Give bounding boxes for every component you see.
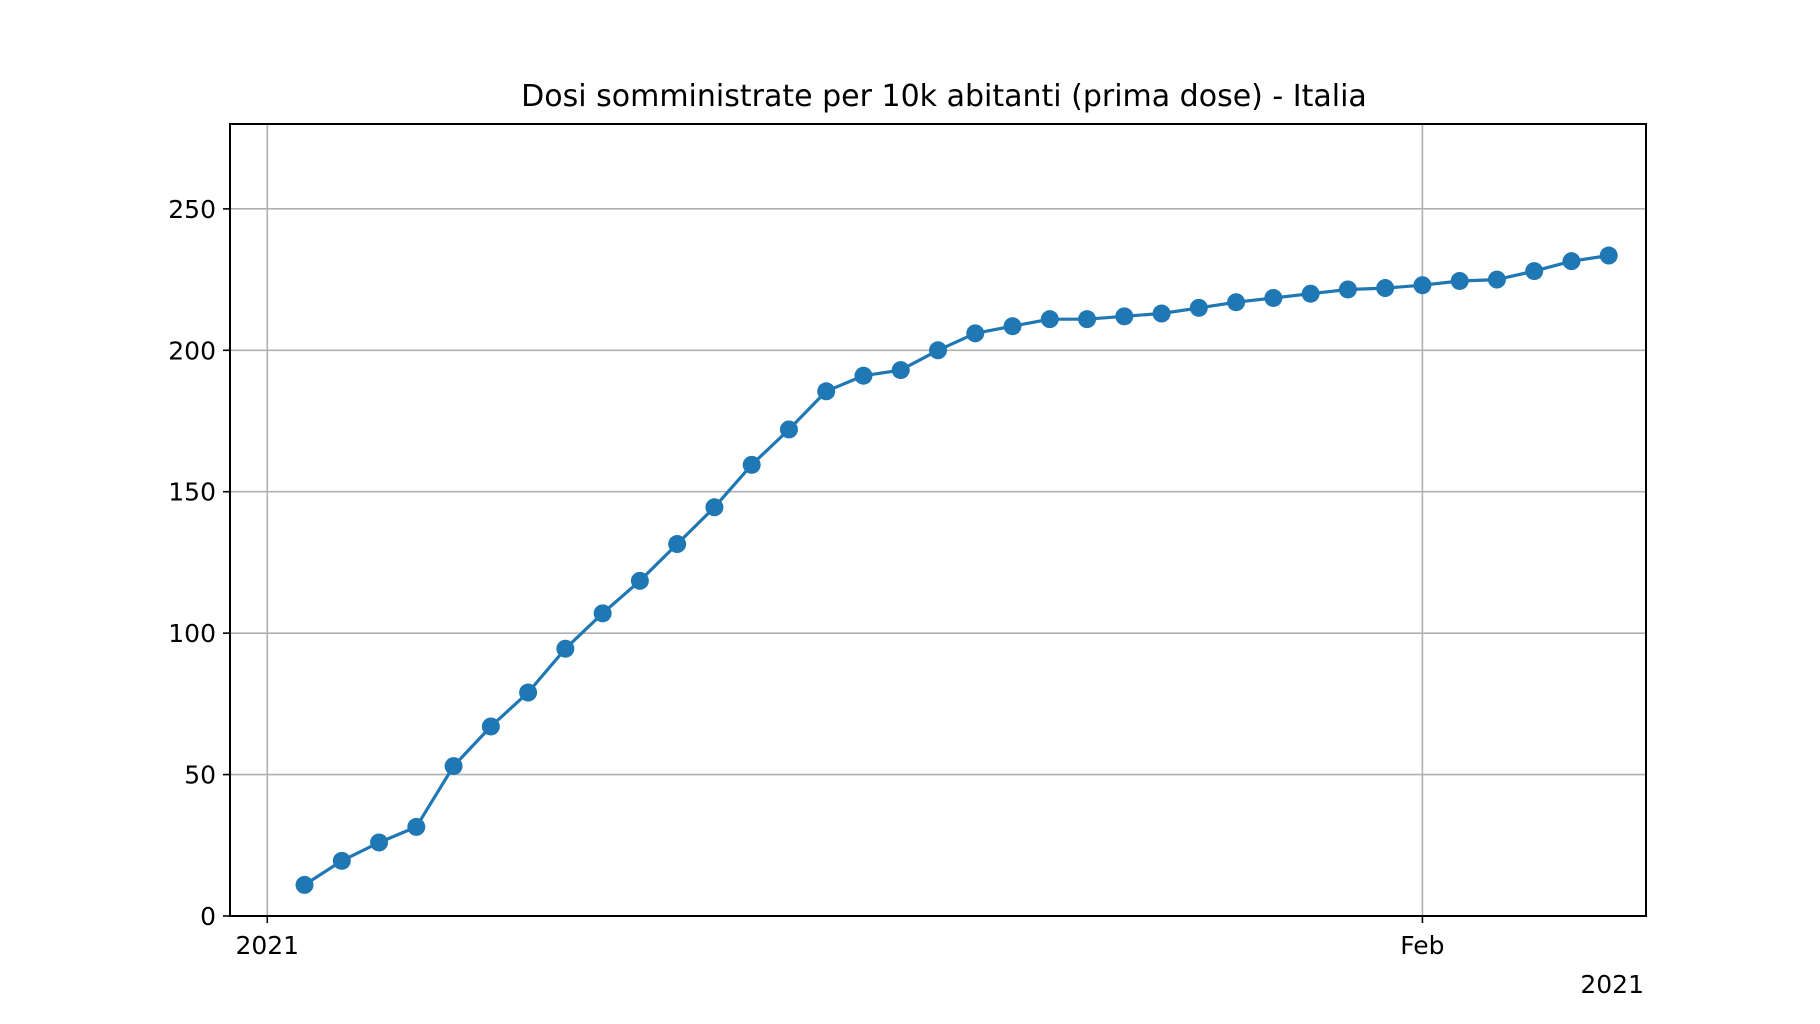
data-point [1078,310,1097,329]
data-point [668,535,687,554]
data-point [1227,293,1246,312]
data-point [1487,270,1506,289]
data-point [1152,304,1171,323]
data-point [370,833,389,852]
y-tick-label: 150 [168,478,216,507]
data-point [1264,288,1283,307]
data-point [556,639,575,658]
data-point [966,324,985,343]
axis-ticks: 0 50 100 150 200 250 2021 Feb [168,195,1444,960]
data-point [1189,298,1208,317]
data-point [1115,307,1134,326]
data-point [779,420,798,439]
data-point [742,455,761,474]
data-point [854,366,873,385]
y-tick-label: 50 [184,761,216,790]
data-point [1301,284,1320,303]
data-point [481,717,500,736]
data-point [444,757,463,776]
chart-title: Dosi somministrate per 10k abitanti (pri… [521,79,1367,114]
data-point [1562,252,1581,271]
y-tick-label: 200 [168,336,216,365]
data-point [1003,317,1022,336]
x-tick-label: Feb [1400,931,1444,960]
data-point [817,382,836,401]
y-tick-label: 0 [200,902,216,931]
data-point [705,498,724,517]
data-point [1338,280,1357,299]
data-point [1525,262,1544,281]
grid-lines [230,124,1646,916]
data-point [1376,279,1395,298]
data-point [1599,246,1618,265]
plot-frame [229,123,1647,917]
data-point [630,571,649,590]
data-point [929,341,947,360]
data-point [891,361,910,380]
data-point [1450,271,1469,290]
data-point [519,683,538,702]
data-point [295,875,314,894]
x-axis-offset-label: 2021 [1580,970,1644,999]
data-point [1413,276,1432,295]
plot-area [295,246,1618,894]
y-tick-label: 250 [168,195,216,224]
data-point [332,851,351,870]
x-tick-label: 2021 [235,931,299,960]
data-point [593,604,612,623]
y-tick-label: 100 [168,619,216,648]
data-point [407,817,426,836]
data-point [1040,310,1059,329]
